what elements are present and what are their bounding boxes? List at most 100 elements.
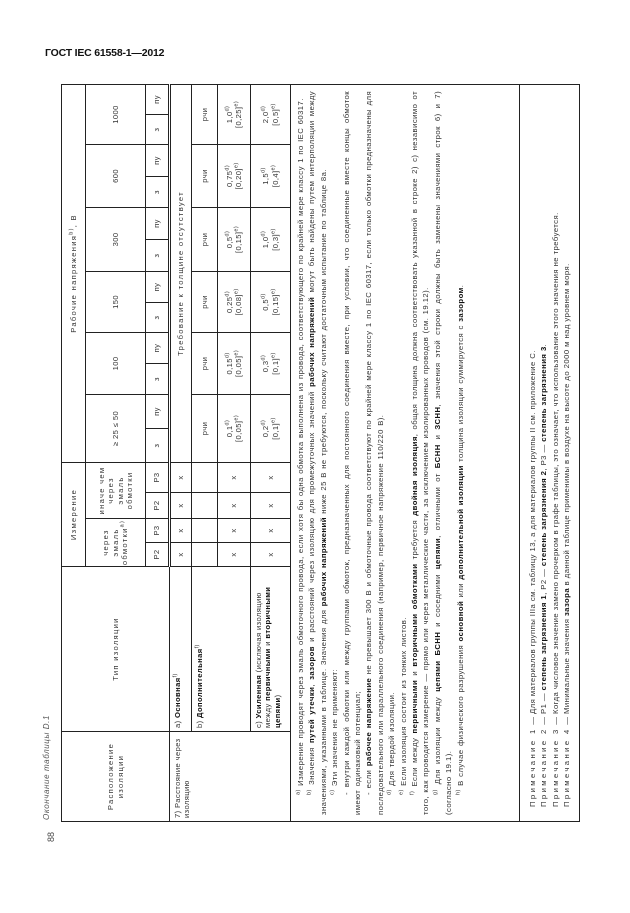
footnote: c) Эти значения не применяют: — [329, 91, 340, 815]
header-working-voltage: Рабочие напряженияb), В — [61, 84, 86, 463]
note-text: — Р1 — — [539, 690, 549, 728]
thin-sheet-value: [0,25] — [234, 106, 243, 128]
footnote-mark: h) — [455, 789, 462, 795]
note: Примечание 4 — Минимальные значения зазо… — [561, 91, 572, 807]
measurement-mark: x — [250, 518, 291, 543]
measurement-mark: x — [169, 542, 192, 567]
measurement-mark: x — [250, 462, 291, 493]
note-text: — Для материалов группы IIIa см. таблицу… — [528, 350, 537, 728]
note-text: в данной таблице применимы в воздухе на … — [562, 263, 572, 588]
rchi-label: рчи — [191, 394, 218, 463]
footnote-mark: b) — [306, 789, 313, 795]
footnote: b) Значения путей утечки, зазоров и расс… — [306, 91, 329, 815]
footnote-mark: e) — [269, 288, 276, 295]
note-text: — Когда числовое значение замено прочерк… — [550, 212, 560, 728]
footnote-term: рабочих напряжений — [307, 296, 317, 387]
note: Примечание 2 — Р1 — степень загрязнения … — [538, 91, 549, 807]
note-label: Примечание 3 — [550, 727, 560, 807]
thickness-value: 0,5 — [224, 236, 234, 249]
header-through-enamel: через эмаль обмоткиa) — [85, 518, 146, 567]
value-cell: 0,75d) [0,20]e) — [217, 144, 251, 208]
footnote: a) Измерение проводят через эмаль обмото… — [295, 91, 306, 815]
page-number: 88 — [46, 831, 56, 842]
footnote-mark: d) — [260, 293, 267, 299]
footnote: h) В случае физического разрушения основ… — [455, 91, 466, 815]
note: Примечание 1 — Для материалов группы III… — [527, 91, 538, 807]
document-code: ГОСТ IEC 61558-1—2012 — [45, 47, 165, 59]
footnote-mark: e) — [233, 349, 240, 356]
rchi-label: рчи — [191, 84, 218, 145]
value-cell: 1,0d) [0,25]e) — [217, 84, 251, 145]
thickness-value: 0,1 — [224, 425, 234, 438]
footnote-text: . — [455, 284, 465, 288]
header-sub-pu: пу — [145, 332, 170, 364]
through-enamel-label: через эмаль обмотки — [101, 527, 130, 566]
footnote: e) Если изоляция состоит из тонких листо… — [398, 91, 409, 815]
thin-sheet-value: [0,20] — [234, 168, 243, 190]
header-sub-pu: пу — [145, 271, 170, 303]
thickness-value: 0,5 — [261, 298, 271, 311]
note-text: , Р2 — — [539, 566, 549, 595]
footnote-term: цепями БСНН — [432, 631, 442, 692]
value-cell: 0,2d) [0,1]e) — [250, 394, 291, 463]
footnote-text: толщина изоляции суммируется с — [455, 321, 465, 466]
type-basic: a) Основнаяf) — [169, 566, 192, 732]
footnote-text: Для твердой изоляции. — [387, 692, 397, 790]
value-cell: 0,1d) [0,05]e) — [217, 394, 251, 463]
footnote-text: Эти значения не применяют: — [330, 668, 340, 790]
footnote-text: и — [432, 429, 442, 445]
value-cell: 0,15d) [0,05]e) — [217, 332, 251, 395]
footnote-term: рабочее напряжение — [364, 677, 374, 767]
footnote-text: - если — [364, 766, 374, 795]
notes-row: Примечание 1 — Для материалов группы III… — [519, 84, 580, 822]
footnote-mark: e) — [233, 225, 240, 232]
row-prefix: c) — [254, 718, 263, 728]
note-label: Примечание 2 — [539, 727, 549, 807]
rchi-label: рчи — [191, 271, 218, 333]
rotated-page-content: Окончание таблицы D.1 88 Расположение из… — [42, 84, 582, 842]
measurement-mark: x — [217, 462, 251, 493]
footnote-term: дополнительной изоляции — [455, 465, 465, 580]
footnote-term: путей утечки — [307, 686, 317, 743]
footnote-text: Значения — [307, 742, 317, 790]
row-label-text: ) — [272, 694, 282, 698]
footnote-term: первичными — [410, 679, 420, 734]
footnote-term: зазоров — [307, 646, 317, 680]
thin-sheet-value: [0,15] — [270, 294, 280, 316]
thickness-value: 2,0 — [261, 111, 271, 124]
measurement-mark: x — [250, 542, 291, 567]
footnote-text: , — [307, 679, 317, 687]
rchi-label: рчи — [191, 144, 218, 208]
working-voltage-label: Рабочие напряжения — [68, 234, 78, 333]
footnote-mark: a) — [119, 519, 126, 528]
footnote-text: Измерение проводят через эмаль обмоточно… — [296, 98, 305, 790]
footnote: g) Для изоляции между цепями БСНН и сосе… — [432, 91, 455, 815]
footnote-mark: d) — [223, 230, 230, 237]
thickness-value: 0,3 — [261, 360, 271, 373]
footnote-mark: b) — [68, 227, 75, 235]
footnote-term: основной — [455, 600, 465, 642]
footnote-text: Если между — [410, 733, 420, 791]
thickness-value: 1,0 — [261, 236, 271, 249]
footnote-mark: a) — [295, 789, 302, 795]
header-voltage-1000: 1000 — [85, 84, 146, 145]
header-sub-z: з — [145, 302, 170, 333]
thin-sheet-value: [0,1] — [270, 422, 280, 440]
value-cell: 1,5d) [0,4]e) — [250, 144, 291, 208]
thin-sheet-value: [0,05] — [234, 420, 243, 443]
header-sub-z: з — [145, 363, 170, 395]
footnote: d) Для твердой изоляции. — [386, 91, 397, 815]
header-p2: P2 — [145, 542, 170, 567]
footnote-mark: d) — [260, 167, 267, 173]
row-label: Усиленная — [254, 674, 263, 719]
insulation-table: Расположение изоляции Тип изоляции Измер… — [61, 84, 580, 822]
table-row-basic: 7) Расстояние через изоляцию a) Основная… — [169, 84, 291, 822]
footnote-term: двойная изоляция — [410, 436, 420, 516]
footnote-text: требуется — [410, 515, 420, 564]
footnote-mark: d) — [223, 105, 230, 112]
row-label: Основная — [173, 677, 182, 718]
note-label: Примечание 1 — [528, 727, 537, 807]
footnote-mark: d) — [223, 352, 230, 359]
header-row-1: Расположение изоляции Тип изоляции Измер… — [61, 84, 170, 822]
footnote: - внутри каждой обмотки или между группа… — [341, 91, 364, 815]
